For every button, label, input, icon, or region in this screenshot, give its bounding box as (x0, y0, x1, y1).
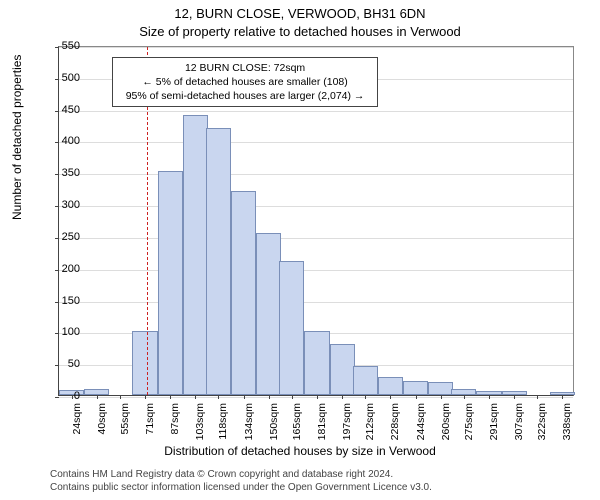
xtick-label: 55sqm (119, 403, 131, 443)
grid-line (59, 238, 573, 239)
ytick-label: 450 (52, 104, 80, 116)
y-axis-label: Number of detached properties (10, 55, 24, 220)
ytick-label: 350 (52, 167, 80, 179)
histogram-bar (231, 191, 256, 395)
histogram-bar (378, 377, 403, 395)
ytick-label: 200 (52, 263, 80, 275)
attribution-line1: Contains HM Land Registry data © Crown c… (50, 468, 432, 481)
ytick-label: 100 (52, 326, 80, 338)
xtick-label: 212sqm (364, 403, 376, 443)
histogram-bar (428, 382, 453, 395)
ytick-label: 150 (52, 295, 80, 307)
xtick-label: 275sqm (463, 403, 475, 443)
histogram-bar (256, 233, 281, 395)
xtick-mark (170, 395, 171, 399)
annotation-line1: 12 BURN CLOSE: 72sqm (119, 61, 371, 75)
xtick-label: 197sqm (341, 403, 353, 443)
xtick-mark (342, 395, 343, 399)
grid-line (59, 111, 573, 112)
xtick-mark (390, 395, 391, 399)
histogram-bar (353, 366, 378, 395)
histogram-bar (183, 115, 208, 395)
title-main: 12, BURN CLOSE, VERWOOD, BH31 6DN (0, 6, 600, 21)
xtick-label: 150sqm (268, 403, 280, 443)
ytick-label: 500 (52, 72, 80, 84)
histogram-bar (132, 331, 157, 395)
xtick-mark (292, 395, 293, 399)
xtick-mark (365, 395, 366, 399)
x-axis-label: Distribution of detached houses by size … (0, 444, 600, 458)
xtick-label: 24sqm (71, 403, 83, 443)
grid-line (59, 206, 573, 207)
xtick-mark (317, 395, 318, 399)
xtick-mark (244, 395, 245, 399)
xtick-label: 244sqm (415, 403, 427, 443)
attribution-line2: Contains public sector information licen… (50, 481, 432, 494)
grid-line (59, 302, 573, 303)
annotation-line2: ← 5% of detached houses are smaller (108… (119, 75, 371, 89)
xtick-mark (416, 395, 417, 399)
ytick-label: 400 (52, 135, 80, 147)
histogram-bar (158, 171, 183, 395)
xtick-mark (269, 395, 270, 399)
xtick-mark (489, 395, 490, 399)
xtick-mark (120, 395, 121, 399)
title-sub: Size of property relative to detached ho… (0, 24, 600, 39)
ytick-label: 50 (52, 358, 80, 370)
ytick-label: 0 (52, 390, 80, 402)
xtick-label: 87sqm (169, 403, 181, 443)
annotation-line3: 95% of semi-detached houses are larger (… (119, 89, 371, 103)
xtick-label: 103sqm (194, 403, 206, 443)
xtick-label: 181sqm (316, 403, 328, 443)
histogram-bar (206, 128, 231, 395)
histogram-bar (403, 381, 428, 395)
xtick-label: 118sqm (217, 403, 229, 443)
grid-line (59, 174, 573, 175)
grid-line (59, 270, 573, 271)
grid-line (59, 47, 573, 48)
xtick-label: 322sqm (536, 403, 548, 443)
xtick-mark (562, 395, 563, 399)
xtick-label: 40sqm (96, 403, 108, 443)
xtick-label: 165sqm (291, 403, 303, 443)
ytick-label: 250 (52, 231, 80, 243)
xtick-mark (441, 395, 442, 399)
xtick-mark (537, 395, 538, 399)
xtick-mark (145, 395, 146, 399)
ytick-label: 550 (52, 40, 80, 52)
histogram-bar (304, 331, 329, 395)
histogram-bar (330, 344, 355, 395)
plot-area: 12 BURN CLOSE: 72sqm← 5% of detached hou… (58, 46, 574, 396)
xtick-mark (514, 395, 515, 399)
ytick-label: 300 (52, 199, 80, 211)
xtick-label: 260sqm (440, 403, 452, 443)
grid-line (59, 142, 573, 143)
xtick-label: 71sqm (144, 403, 156, 443)
xtick-mark (195, 395, 196, 399)
grid-line (59, 397, 573, 398)
histogram-bar (279, 261, 304, 395)
annotation-box: 12 BURN CLOSE: 72sqm← 5% of detached hou… (112, 57, 378, 108)
xtick-mark (218, 395, 219, 399)
xtick-label: 228sqm (389, 403, 401, 443)
xtick-label: 134sqm (243, 403, 255, 443)
xtick-label: 338sqm (561, 403, 573, 443)
xtick-mark (97, 395, 98, 399)
xtick-label: 291sqm (488, 403, 500, 443)
xtick-label: 307sqm (513, 403, 525, 443)
attribution-text: Contains HM Land Registry data © Crown c… (50, 468, 432, 494)
xtick-mark (464, 395, 465, 399)
